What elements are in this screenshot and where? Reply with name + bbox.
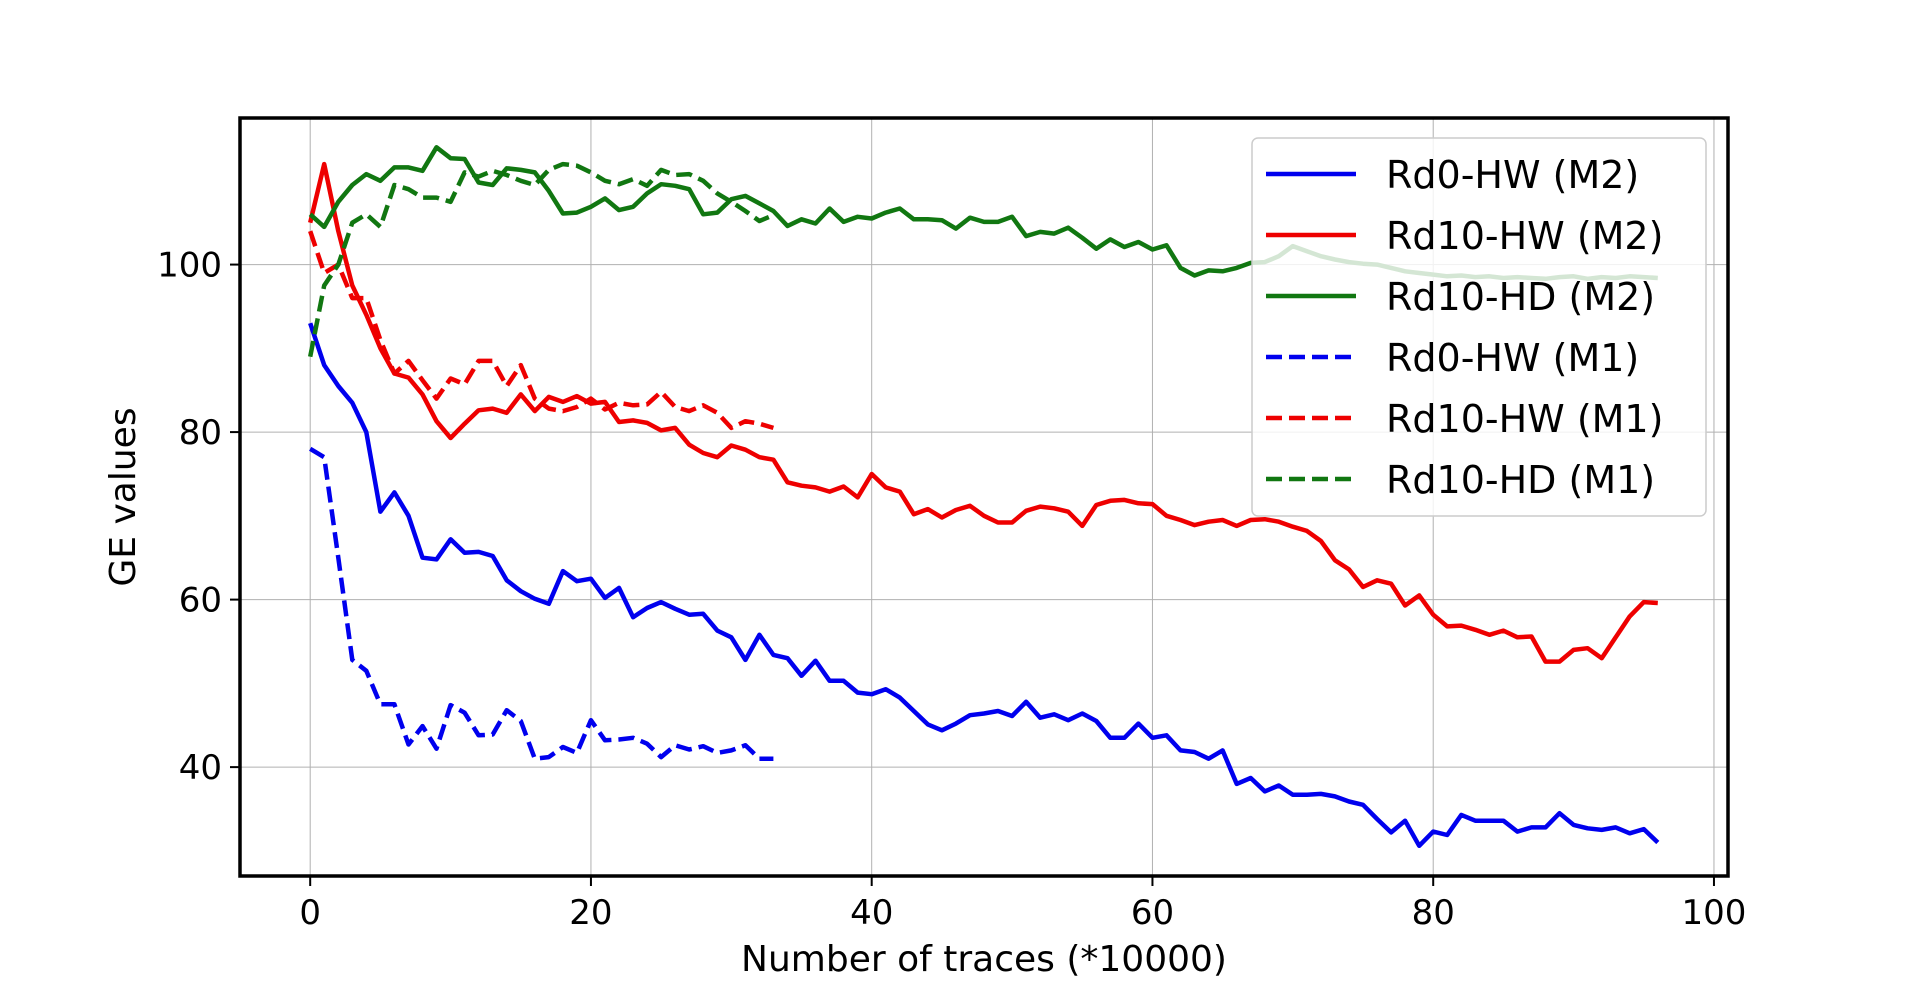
- legend: Rd0-HW (M2) Rd10-HW (M2) Rd10-HD (M2) Rd0-H…: [1251, 137, 1707, 517]
- legend-box: [1251, 137, 1707, 517]
- axis-ticks: 0 20 40 60 80 100 40 60 80 100: [157, 246, 1746, 933]
- legend-label: Rd10-HD (M1): [1386, 458, 1655, 502]
- x-tick-label: 0: [299, 893, 321, 933]
- legend-label: Rd10-HD (M2): [1386, 275, 1655, 319]
- series-line-4: [309, 446, 774, 761]
- y-axis-title: GE values: [103, 407, 144, 586]
- series-line-5: [308, 230, 775, 431]
- y-tick-label: 40: [179, 748, 222, 788]
- x-tick-label: 60: [1131, 893, 1174, 933]
- legend-label: Rd0-HW (M2): [1386, 153, 1639, 197]
- legend-label: Rd0-HW (M1): [1386, 336, 1639, 380]
- x-tick-label: 80: [1412, 893, 1455, 933]
- series-line-1: [308, 322, 1660, 849]
- y-tick-label: 100: [157, 246, 222, 286]
- series-line-2: [308, 161, 1658, 664]
- x-axis-title: Number of traces (*10000): [741, 939, 1227, 980]
- x-tick-label: 100: [1682, 893, 1747, 933]
- legend-label: Rd10-HW (M1): [1386, 397, 1663, 441]
- legend-label: Rd10-HW (M2): [1386, 214, 1663, 258]
- y-tick-label: 60: [179, 581, 222, 621]
- y-tick-label: 80: [179, 413, 222, 453]
- series-line-6: [307, 161, 775, 358]
- x-tick-label: 40: [850, 893, 893, 933]
- plot-frame: [238, 116, 1730, 878]
- x-tick-label: 20: [569, 893, 612, 933]
